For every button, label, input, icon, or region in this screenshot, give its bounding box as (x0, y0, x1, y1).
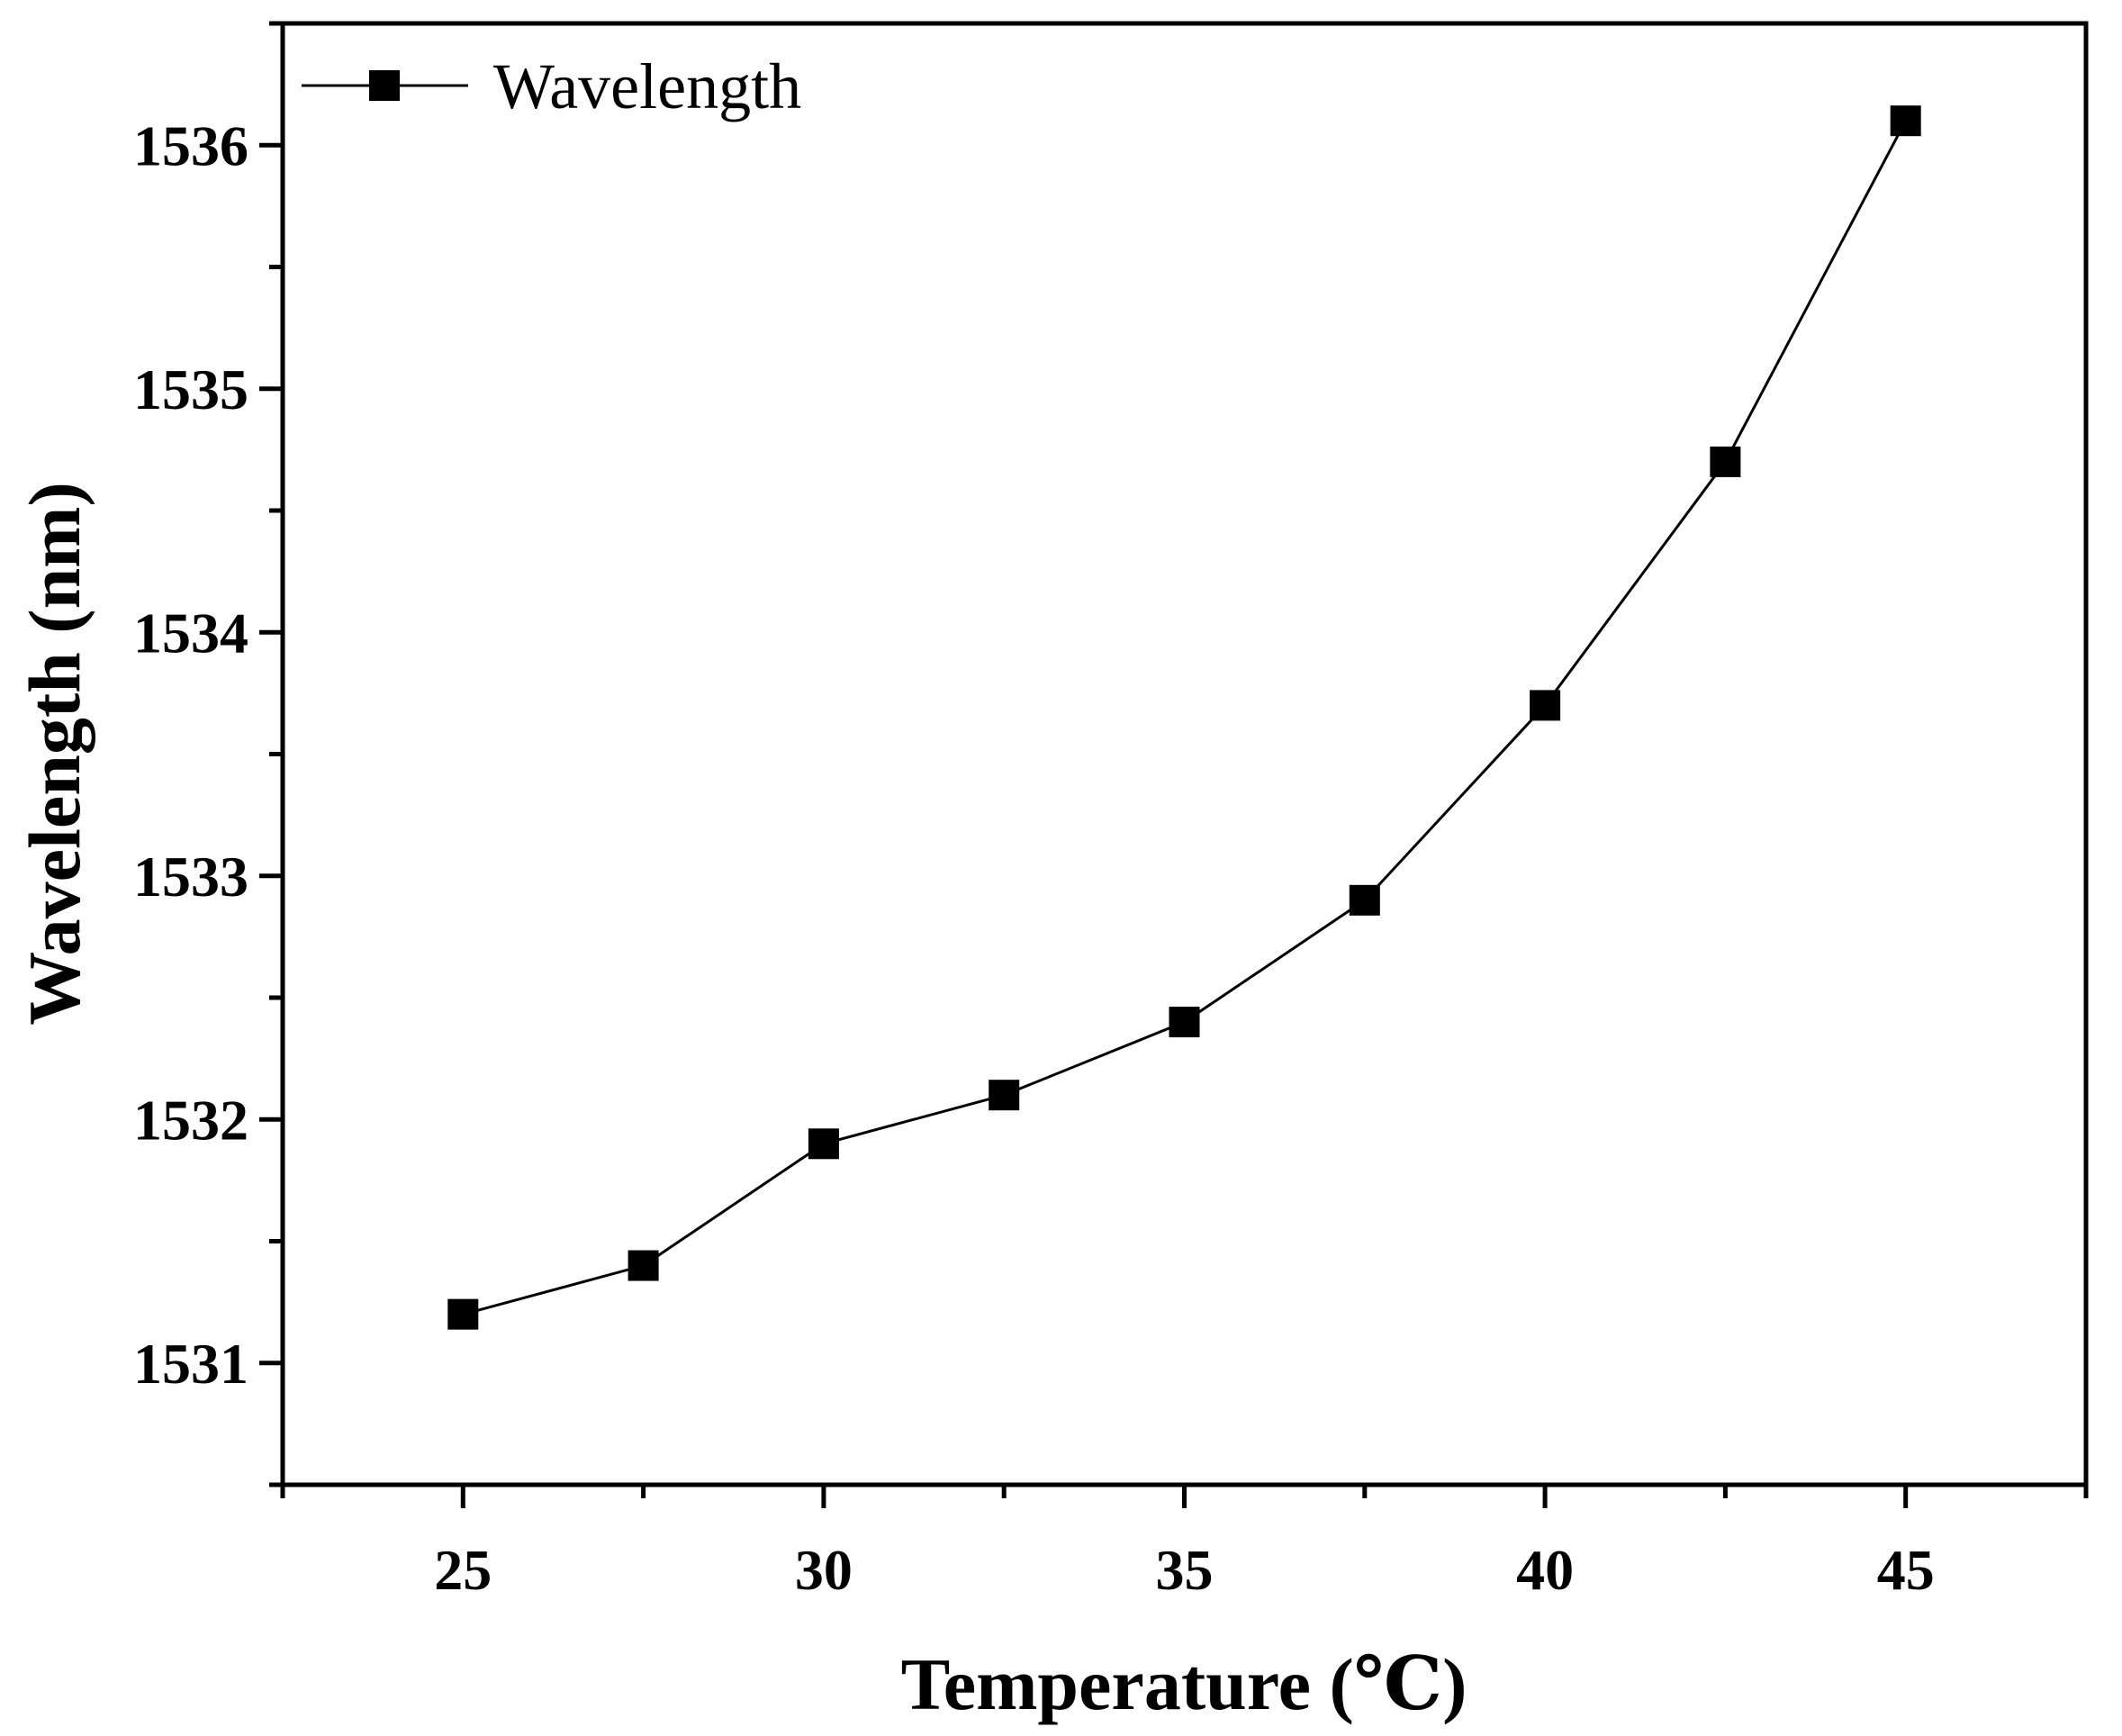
y-axis-title: Wavelength (nm) (14, 482, 95, 1026)
data-point-marker (808, 1128, 839, 1160)
legend: Wavelength (302, 50, 801, 122)
series-lines (462, 120, 1908, 1316)
x-tick-label: 45 (1877, 1538, 1935, 1602)
legend-marker-square (369, 70, 400, 101)
data-point-marker (1890, 105, 1921, 137)
y-axis (259, 21, 283, 1487)
plot-frame (280, 21, 2089, 1487)
data-point-marker (1530, 690, 1561, 721)
y-tick-label: 1536 (133, 113, 248, 177)
x-tick-label: 35 (1156, 1538, 1214, 1602)
y-tick-label: 1533 (133, 845, 248, 909)
data-point-marker (1169, 1007, 1200, 1038)
x-axis (280, 1485, 2089, 1508)
x-axis-tick-labels: 25 30 35 40 45 (434, 1538, 1934, 1602)
data-point-marker (1710, 446, 1741, 477)
series-line-wavelength (462, 120, 1908, 1316)
data-point-marker (989, 1080, 1020, 1111)
series-markers (447, 105, 1921, 1330)
plot-area-border (280, 21, 2089, 1487)
x-axis-title: Temperature (℃) (901, 1643, 1467, 1725)
data-point-marker (628, 1250, 659, 1281)
y-axis-tick-labels: 1531 1532 1533 1534 1535 1536 (133, 113, 248, 1396)
y-tick-label: 1532 (133, 1088, 248, 1152)
data-point-marker (1349, 884, 1380, 916)
y-tick-label: 1534 (133, 601, 248, 665)
y-tick-label: 1531 (133, 1332, 248, 1396)
data-point-marker (447, 1298, 479, 1330)
y-tick-label: 1535 (133, 357, 248, 421)
x-tick-label: 25 (434, 1538, 492, 1602)
x-tick-label: 30 (795, 1538, 853, 1602)
legend-label: Wavelength (493, 50, 801, 122)
x-tick-label: 40 (1516, 1538, 1574, 1602)
